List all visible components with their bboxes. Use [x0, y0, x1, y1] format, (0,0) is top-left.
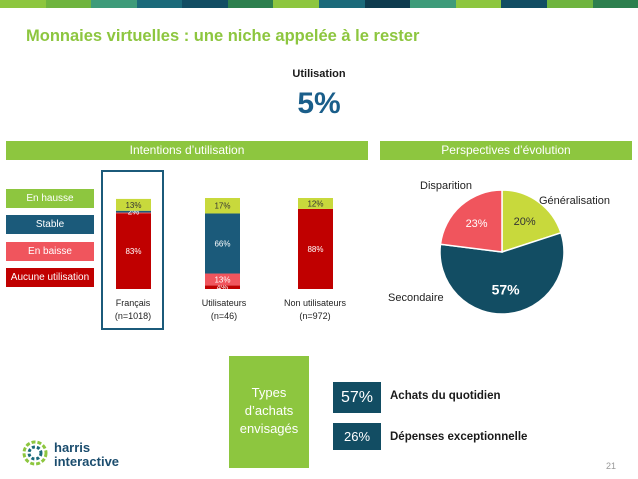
bar-cat-utilisateurs: Utilisateurs (n=46) — [190, 297, 258, 323]
legend-aucune-utilisation: Aucune utilisation — [6, 268, 94, 287]
bar-segment — [298, 208, 333, 289]
header-stripe-segment — [592, 0, 638, 8]
bar-segment — [205, 213, 240, 274]
legend-en-hausse: En hausse — [6, 189, 94, 208]
header-stripe-segment — [455, 0, 502, 8]
logo-line2: interactive — [54, 454, 120, 469]
bar-cat-utilisateurs-line2: (n=46) — [210, 311, 238, 321]
pie-value-label: 20% — [514, 216, 536, 228]
header-stripe-segment — [546, 0, 593, 8]
pie-label-secondaire: Secondaire — [388, 292, 444, 304]
bar-segment — [116, 213, 151, 289]
bar-value-label: 13% — [214, 275, 230, 284]
pct-depenses-exceptionnelle: 26% — [333, 423, 381, 450]
header-stripe-segment — [410, 0, 456, 8]
perspectives-banner: Perspectives d’évolution — [380, 141, 632, 160]
highlight-frame-francais — [101, 170, 164, 330]
bar-value-label: 13% — [125, 201, 141, 210]
intentions-banner: Intentions d’utilisation — [6, 141, 368, 160]
header-stripe-segment — [136, 0, 183, 8]
pie-label-disparition: Disparition — [420, 180, 472, 192]
legend-en-baisse: En baisse — [6, 242, 94, 261]
bar-segment — [298, 198, 333, 209]
harris-logo-icon — [22, 440, 48, 466]
pct-achats-quotidien: 57% — [333, 382, 381, 413]
header-stripe-segment — [45, 0, 92, 8]
header-stripe-segment — [273, 0, 320, 8]
harris-logo-text: harris interactive — [54, 441, 119, 469]
bar-value-label: 88% — [307, 245, 323, 254]
page-title: Monnaies virtuelles : une niche appelée … — [26, 27, 420, 45]
bar-value-label: 83% — [125, 247, 141, 256]
bar-cat-francais-line1: Français — [115, 298, 151, 308]
header-stripe-segment — [364, 0, 411, 8]
types-achats-line: Types — [251, 385, 287, 400]
bar-cat-non-utilisateurs-line1: Non utilisateurs — [283, 298, 347, 308]
bar-segment — [116, 210, 151, 213]
utilisation-value: 5% — [297, 87, 341, 120]
logo-line1: harris — [54, 440, 91, 455]
label-achats-quotidien: Achats du quotidien — [390, 390, 501, 402]
bar-cat-utilisateurs-line1: Utilisateurs — [201, 298, 247, 308]
bar-cat-non-utilisateurs-line2: (n=972) — [299, 311, 331, 321]
bar-cat-francais: Français (n=1018) — [100, 297, 166, 323]
bar-value-label: 66% — [214, 240, 230, 249]
types-achats-box: Types d’achats envisagés — [229, 356, 309, 468]
utilisation-label: Utilisation — [292, 68, 346, 80]
pie-slice — [439, 189, 503, 253]
bar-segment — [116, 212, 151, 214]
header-stripe-segment — [319, 0, 365, 8]
bar-value-label: 4% — [217, 283, 229, 292]
header-stripe-segment — [0, 0, 46, 8]
label-depenses-exceptionnelle: Dépenses exceptionnelle — [390, 431, 528, 443]
pie-value-label: 57% — [492, 281, 521, 297]
pie-label-generalisation: Généralisation — [539, 195, 610, 207]
bar-segment — [205, 285, 240, 289]
bar-segment — [116, 198, 151, 211]
types-achats-line: d’achats — [244, 403, 294, 418]
bar-cat-non-utilisateurs: Non utilisateurs (n=972) — [272, 297, 358, 323]
page-number: 21 — [606, 461, 617, 471]
bar-value-label: 17% — [214, 202, 230, 211]
bar-segment — [205, 273, 240, 286]
legend-stable: Stable — [6, 215, 94, 234]
header-stripe-segment — [227, 0, 274, 8]
pie-slice — [439, 231, 565, 315]
header-stripe — [0, 0, 638, 8]
bar-value-label: 2% — [128, 208, 140, 217]
bar-value-label: 12% — [307, 199, 323, 208]
header-stripe-segment — [501, 0, 547, 8]
bar-cat-francais-line2: (n=1018) — [114, 311, 152, 321]
pie-slice — [501, 189, 562, 254]
header-stripe-segment — [182, 0, 228, 8]
header-stripe-segment — [91, 0, 137, 8]
bar-segment — [205, 198, 240, 214]
pie-value-label: 23% — [466, 218, 488, 230]
types-achats-line: envisagés — [239, 421, 299, 436]
